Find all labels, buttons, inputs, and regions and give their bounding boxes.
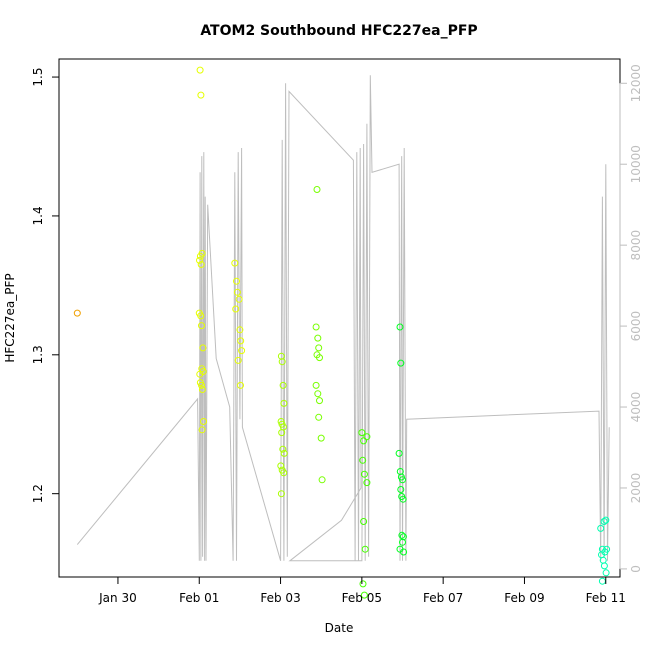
data-point — [196, 66, 204, 74]
data-point — [602, 516, 610, 524]
data-point — [316, 397, 323, 405]
y-tick-label: 1.2 — [31, 484, 45, 503]
data-point — [236, 326, 244, 334]
data-point — [280, 449, 288, 457]
data-point — [395, 449, 403, 457]
x-tick-label: Feb 03 — [260, 591, 300, 605]
data-point — [398, 531, 406, 539]
data-point — [317, 434, 325, 442]
data-point — [359, 580, 367, 588]
data-point — [278, 358, 286, 366]
data-point — [363, 433, 371, 441]
data-point — [602, 569, 610, 577]
data-point — [315, 413, 323, 421]
data-point — [198, 386, 206, 393]
data-point — [399, 476, 406, 484]
y2-tick-label: 4000 — [629, 392, 643, 423]
data-point — [400, 548, 408, 556]
data-point — [233, 288, 241, 296]
data-point — [360, 591, 368, 599]
data-point — [197, 91, 205, 99]
data-point — [235, 295, 243, 303]
data-point — [198, 249, 206, 257]
data-point — [277, 490, 285, 498]
data-point — [313, 186, 321, 193]
y-tick-label: 1.3 — [31, 345, 45, 364]
data-point — [315, 344, 323, 352]
data-point — [237, 381, 244, 389]
data-point — [232, 305, 240, 313]
data-point — [231, 259, 239, 267]
data-point — [360, 470, 368, 478]
y2-tick-label: 8000 — [629, 230, 643, 261]
y2-tick-label: 6000 — [629, 311, 643, 342]
x-tick-label: Feb 11 — [586, 591, 626, 605]
data-point — [361, 545, 369, 553]
data-point — [397, 486, 405, 493]
data-point — [199, 368, 207, 375]
data-point — [363, 479, 371, 487]
x-tick-label: Feb 01 — [179, 591, 219, 605]
data-point — [359, 456, 367, 464]
y2-tick-label: 12000 — [629, 64, 643, 102]
data-point — [198, 381, 205, 389]
data-point — [360, 437, 368, 445]
data-point — [399, 538, 406, 546]
y2-tick-label: 10000 — [629, 145, 643, 183]
x-tick-label: Feb 05 — [342, 591, 382, 605]
data-point — [314, 390, 322, 398]
data-point — [196, 256, 203, 264]
data-point — [238, 347, 246, 355]
data-point — [279, 381, 287, 389]
y-axis: 1.2 1.3 1.4 1.5 — [31, 68, 59, 503]
data-point — [318, 476, 326, 484]
data-point — [603, 545, 611, 553]
data-point — [358, 429, 366, 437]
y2-series-line — [76, 75, 610, 562]
x-tick-label: Feb 09 — [504, 591, 544, 605]
y2-axis: 0 2000 4000 6000 8000 10000 12000 — [619, 64, 643, 573]
data-point — [233, 277, 240, 285]
chart-title: ATOM2 Southbound HFC227ea_PFP — [200, 23, 477, 39]
data-point — [199, 344, 207, 352]
data-point — [279, 445, 287, 453]
y2-tick-label: 2000 — [629, 473, 643, 504]
data-point — [360, 518, 368, 525]
data-point — [237, 337, 245, 345]
data-point — [198, 426, 206, 434]
data-point — [600, 518, 608, 525]
data-point — [73, 309, 81, 317]
data-point — [600, 562, 608, 570]
data-point — [597, 524, 605, 532]
data-point — [598, 577, 606, 585]
data-point — [277, 462, 285, 470]
data-point — [314, 334, 322, 342]
data-point — [280, 469, 288, 477]
data-point — [200, 418, 207, 425]
data-point — [197, 312, 205, 320]
data-point — [197, 261, 205, 268]
y-tick-label: 1.5 — [31, 68, 45, 87]
data-point — [399, 495, 407, 503]
y-axis-label: HFC227ea_PFP — [3, 273, 17, 362]
plot-box — [58, 58, 621, 578]
data-point — [312, 323, 320, 331]
data-point — [396, 323, 404, 331]
point-layer — [73, 66, 611, 599]
data-point — [312, 381, 320, 389]
data-point — [198, 322, 205, 330]
x-tick-label: Feb 07 — [423, 591, 463, 605]
y2-tick-label: 0 — [629, 565, 643, 573]
data-point — [397, 359, 405, 367]
x-axis: Jan 30 Feb 01 Feb 03 Feb 05 Feb 07 Feb 09 Feb … — [98, 577, 626, 605]
x-tick-label: Jan 30 — [98, 591, 137, 605]
y-tick-label: 1.4 — [31, 206, 45, 225]
data-point — [280, 399, 288, 407]
data-point — [316, 354, 323, 362]
data-point — [278, 429, 286, 437]
data-point — [234, 356, 242, 364]
x-axis-label: Date — [325, 621, 354, 635]
y2-line-layer — [76, 75, 610, 562]
